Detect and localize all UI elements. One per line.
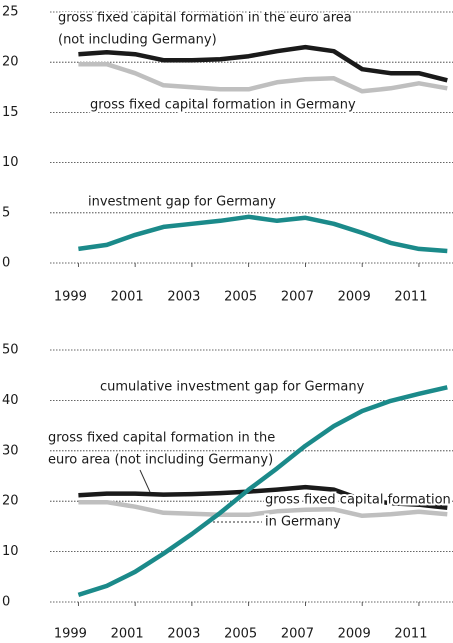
x-tick-label: 2003 — [167, 290, 200, 305]
series-line — [78, 61, 448, 94]
annotation: cumulative investment gap for Germany — [100, 380, 365, 395]
annotation: gross fixed capital formation in Germany — [90, 98, 356, 113]
x-tick-label: 2009 — [338, 290, 371, 305]
y-tick-label: 20 — [2, 494, 19, 509]
series-line — [78, 214, 448, 254]
x-tick-label: 2011 — [394, 627, 427, 642]
annotation: gross fixed capital formation in the eur… — [58, 11, 352, 26]
y-tick-label: 25 — [2, 5, 19, 20]
annotation: in Germany — [265, 515, 341, 530]
y-tick-label: 30 — [2, 443, 19, 458]
series-line — [78, 484, 448, 511]
x-tick-label: 2007 — [281, 290, 314, 305]
y-tick-label: 50 — [2, 343, 19, 358]
series-line — [78, 44, 448, 83]
x-tick-label: 2001 — [111, 290, 144, 305]
series-line — [77, 385, 448, 598]
x-tick-label: 1999 — [54, 290, 87, 305]
y-tick-label: 10 — [2, 544, 19, 559]
x-tick-label: 2001 — [111, 627, 144, 642]
y-tick-label: 40 — [2, 393, 19, 408]
leader-line — [139, 469, 151, 493]
annotation: (not including Germany) — [58, 33, 217, 48]
x-tick-label: 1999 — [54, 627, 87, 642]
annotation: gross fixed capital formation in the — [48, 431, 275, 446]
y-tick-label: 20 — [2, 55, 19, 70]
y-tick-label: 0 — [2, 595, 10, 610]
y-tick-label: 10 — [2, 155, 19, 170]
x-tick-label: 2009 — [338, 627, 371, 642]
annotation: gross fixed capital formation — [265, 493, 451, 508]
x-tick-label: 2003 — [167, 627, 200, 642]
annotation: euro area (not including Germany) — [48, 453, 273, 468]
annotation: investment gap for Germany — [88, 195, 276, 210]
x-tick-label: 2011 — [394, 290, 427, 305]
y-tick-label: 5 — [2, 205, 10, 220]
x-tick-label: 2007 — [281, 627, 314, 642]
y-tick-label: 0 — [2, 256, 10, 271]
x-tick-label: 2005 — [224, 627, 257, 642]
y-tick-label: 15 — [2, 105, 19, 120]
x-tick-label: 2005 — [224, 290, 257, 305]
series-line — [78, 499, 448, 519]
